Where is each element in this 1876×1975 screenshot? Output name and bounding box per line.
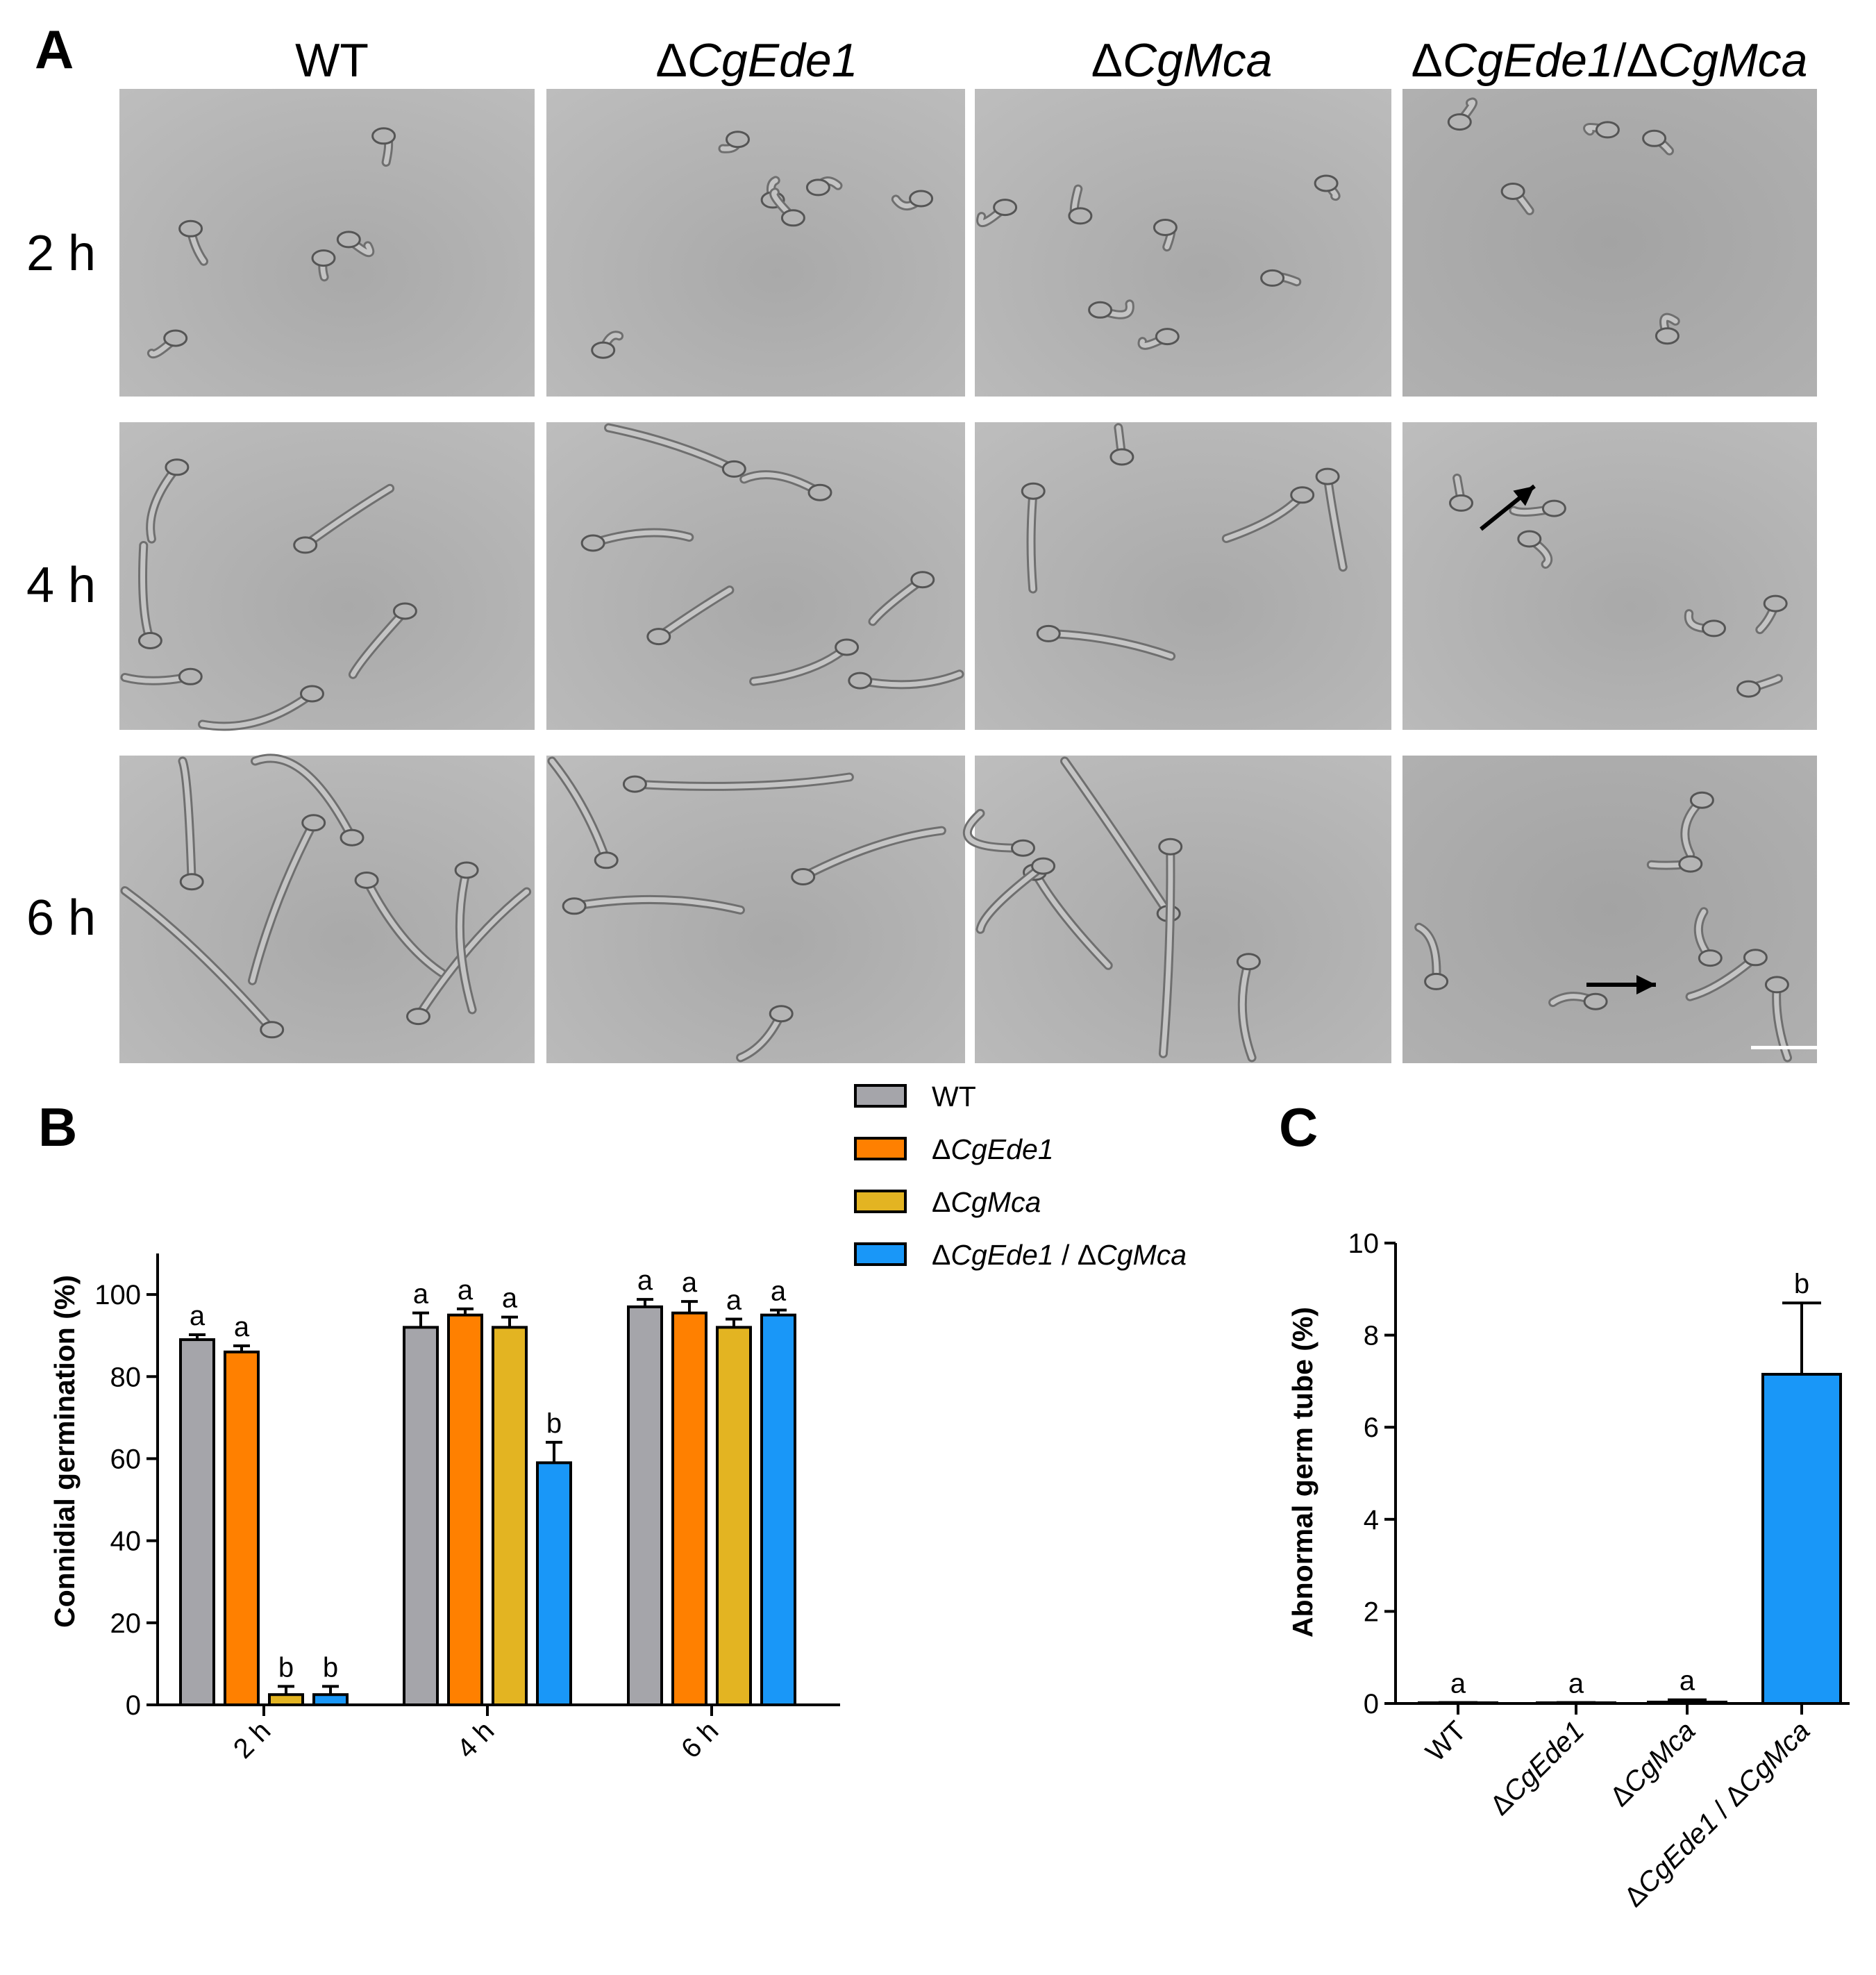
legend-swatch: [854, 1137, 907, 1160]
chart-b-significance-letter: b: [323, 1652, 338, 1683]
panel-label-c: C: [1279, 1097, 1318, 1158]
micrograph-2-2: [962, 756, 1391, 1063]
chart-b-significance-letter: a: [637, 1265, 653, 1296]
row-header-2: 6 h: [26, 890, 96, 946]
legend: WT ΔCgEde1 ΔCgMca ΔCgEde1 / ΔCgMca: [854, 1081, 1187, 1271]
chart-c-y-axis-label: Abnormal germ tube (%): [1287, 1307, 1318, 1638]
chart-c-y-tick-label: 10: [1348, 1228, 1380, 1259]
chart-c-y-tick-label: 8: [1364, 1321, 1379, 1351]
panel-label-a: A: [35, 19, 74, 80]
micrograph-0-1: [546, 89, 965, 397]
chart-c-significance-letter: b: [1794, 1269, 1809, 1299]
chart-b-y-tick-label: 0: [126, 1690, 141, 1721]
chart-b-significance-letter: a: [682, 1267, 698, 1298]
chart-c-significance-letter: a: [1450, 1669, 1466, 1699]
chart-b-bar: [536, 1461, 572, 1706]
chart-b-bar: [268, 1693, 304, 1707]
chart-b-bar: [492, 1326, 528, 1706]
legend-swatch: [854, 1190, 907, 1213]
micrograph-1-0: [119, 422, 535, 731]
micrograph-0-2: [975, 89, 1391, 397]
legend-entry-1: ΔCgEde1: [854, 1133, 1054, 1165]
chart-c-significance-letter: a: [1680, 1666, 1695, 1697]
chart-b-significance-letter: a: [234, 1312, 250, 1342]
arrow-4h: [1480, 484, 1536, 531]
column-header-1: ΔCgEde1: [655, 34, 857, 87]
chart-b-significance-letter: a: [771, 1276, 787, 1307]
chart-b-significance-letter: a: [726, 1285, 742, 1316]
chart-b-x-tick-label: 4 h: [451, 1715, 500, 1764]
chart-b-bar: [179, 1338, 215, 1707]
chart-b-significance-letter: a: [413, 1279, 429, 1310]
row-header-1: 4 h: [26, 558, 96, 613]
chart-c-y-tick-label: 2: [1364, 1597, 1379, 1627]
chart-c-x-tick-label: WT: [1420, 1715, 1472, 1767]
micrograph-2-0: [119, 753, 535, 1063]
column-header-3: ΔCgEde1/ΔCgMca: [1412, 34, 1808, 87]
chart-b-y-tick-label: 100: [94, 1280, 141, 1310]
legend-label: WT: [932, 1081, 976, 1112]
legend-swatch: [854, 1084, 907, 1108]
panel-label-b: B: [38, 1097, 77, 1158]
chart-b-bar: [447, 1313, 483, 1706]
chart-b-significance-letter: b: [546, 1408, 562, 1439]
chart-c-y-tick-label: 6: [1364, 1412, 1379, 1443]
micrograph-1-3: [1402, 422, 1817, 730]
chart-b-significance-letter: b: [278, 1652, 294, 1683]
chart-b-bar: [627, 1305, 663, 1707]
legend-entry-0: WT: [854, 1081, 976, 1112]
chart-c-bar: [1761, 1372, 1842, 1705]
abnormal-germ-tube-arrows: [1480, 484, 1656, 994]
micrograph-2-1: [546, 756, 965, 1063]
column-header-2: ΔCgMca: [1091, 34, 1273, 87]
chart-b-significance-letter: a: [458, 1275, 474, 1306]
legend-entry-3: ΔCgEde1 / ΔCgMca: [854, 1239, 1187, 1271]
panel-c-abnormal-germ-tube-chart: C 0 2 4 6 8 10 a WT a ΔCgEde1 a ΔCgMca b ΔCgEde1 / ΔC…: [1279, 1097, 1850, 1913]
chart-b-bar: [716, 1326, 752, 1706]
legend-label: ΔCgMca: [932, 1186, 1041, 1218]
legend-label: ΔCgEde1 / ΔCgMca: [932, 1239, 1187, 1271]
chart-b-x-tick-label: 6 h: [676, 1715, 724, 1764]
column-headers: WT ΔCgEde1 ΔCgMca ΔCgEde1/ΔCgMca: [295, 34, 1807, 87]
column-header-0: WT: [295, 34, 369, 87]
chart-c-significance-letter: a: [1568, 1669, 1584, 1699]
legend-label: ΔCgEde1: [932, 1133, 1054, 1165]
scale-bar: [1751, 1046, 1817, 1049]
chart-b-y-axis-label: Connidial germination (%): [49, 1275, 81, 1628]
chart-b-y-tick-label: 40: [110, 1526, 142, 1557]
micrograph-0-0: [119, 89, 535, 397]
chart-c-x-tick-label: ΔCgEde1 / ΔCgMca: [1618, 1715, 1816, 1912]
chart-b-x-tick-label: 2 h: [228, 1715, 276, 1764]
chart-c-x-tick-label: ΔCgMca: [1605, 1715, 1702, 1812]
chart-b-y-tick-label: 20: [110, 1608, 142, 1639]
micrograph-grid: [119, 89, 1817, 1063]
chart-c-y-tick-label: 0: [1364, 1689, 1379, 1719]
micrograph-1-2: [975, 422, 1391, 730]
chart-c-bar: [1647, 1701, 1727, 1705]
micrograph-0-3: [1402, 89, 1817, 397]
chart-b-y-tick-label: 80: [110, 1362, 142, 1392]
chart-b-bar: [403, 1326, 439, 1706]
chart-b-bar: [671, 1311, 707, 1706]
abnormal-germ-tube-bar-chart: 0 2 4 6 8 10 a WT a ΔCgEde1 a ΔCgMca b ΔCgEde1 / ΔCgM…: [1348, 1228, 1850, 1913]
row-headers: 2 h 4 h 6 h: [26, 226, 96, 946]
legend-entry-2: ΔCgMca: [854, 1186, 1041, 1218]
legend-swatch: [854, 1242, 907, 1266]
panel-a-micrographs: A WT ΔCgEde1 ΔCgMca ΔCgEde1/ΔCgMca 2 h 4 h 6 …: [26, 19, 1817, 1063]
chart-b-significance-letter: a: [190, 1301, 206, 1331]
chart-b-bar: [224, 1350, 260, 1707]
chart-b-bar: [312, 1693, 349, 1707]
chart-b-y-tick-label: 60: [110, 1444, 142, 1474]
micrograph-2-3: [1402, 756, 1817, 1063]
chart-b-bar: [760, 1313, 796, 1706]
chart-c-x-tick-label: ΔCgEde1: [1484, 1715, 1590, 1821]
micrograph-1-1: [546, 422, 965, 730]
chart-b-significance-letter: a: [502, 1283, 518, 1314]
arrow-6h: [1586, 975, 1656, 994]
row-header-0: 2 h: [26, 226, 96, 281]
chart-c-y-tick-label: 4: [1364, 1505, 1379, 1535]
